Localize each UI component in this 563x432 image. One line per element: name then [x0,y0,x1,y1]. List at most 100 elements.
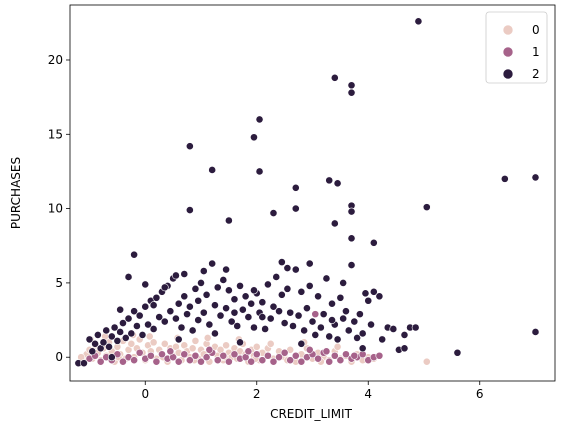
point-series-1-43 [325,357,334,366]
point-series-2-10 [107,332,116,341]
point-series-2-56 [236,281,244,290]
point-series-2-78 [297,287,306,296]
point-series-2-5 [93,331,102,339]
point-series-2-111 [411,323,420,332]
point-series-0-91 [145,332,154,341]
point-series-1-44 [330,351,339,360]
point-series-2-40 [191,284,200,293]
point-series-2-114 [141,280,150,289]
point-series-2-68 [269,302,278,311]
point-series-2-157 [149,301,158,310]
point-series-2-11 [110,323,119,332]
point-series-0-51 [222,341,230,350]
point-series-2-64 [258,298,267,307]
point-series-1-45 [336,356,345,365]
y-tick-label-0: 0 [55,350,63,364]
point-series-2-139 [347,81,356,90]
y-axis-label: PURCHASES [9,157,23,229]
point-series-2-74 [286,308,295,317]
point-series-2-124 [339,279,348,287]
point-series-2-158 [211,329,219,338]
point-series-0-95 [203,333,212,342]
point-series-2-127 [208,166,217,174]
point-series-2-71 [277,258,286,267]
x-axis: 0 2 4 6 [141,381,484,401]
point-series-2-70 [275,307,283,316]
point-series-1-6 [119,357,127,366]
point-series-2-161 [367,320,375,329]
point-series-0-40 [191,336,200,345]
point-series-2-41 [194,316,203,324]
point-series-2-112 [400,344,409,353]
point-series-2-20 [135,311,144,320]
point-series-2-37 [183,310,191,319]
point-series-2-1 [80,359,88,368]
point-series-1-17 [180,350,189,359]
point-series-2-58 [241,292,250,301]
point-series-2-101 [361,289,370,298]
legend-frame [485,11,548,84]
legend: 0 1 2 [485,11,548,84]
point-series-2-88 [325,332,334,341]
point-series-2-49 [216,311,225,320]
point-series-2-35 [177,323,186,332]
point-series-2-159 [258,313,267,321]
point-series-2-113 [172,271,180,280]
point-series-1-59 [166,347,175,356]
legend-marker-2 [502,68,514,80]
point-series-2-17 [127,329,136,338]
point-series-2-148 [500,174,509,183]
point-series-2-122 [283,264,292,272]
point-series-2-104 [375,292,384,301]
point-series-2-128 [224,216,233,225]
x-tick-label-0: 0 [141,387,149,401]
point-series-2-132 [269,209,278,217]
point-series-1-16 [174,357,183,366]
point-series-1-18 [185,356,194,365]
point-series-2-145 [414,17,423,26]
point-series-2-55 [233,322,242,330]
point-series-2-154 [297,339,306,348]
point-series-2-118 [180,270,189,278]
point-series-2-134 [291,204,300,213]
point-series-2-93 [339,314,348,323]
point-series-2-54 [230,295,239,304]
point-series-2-130 [255,115,264,124]
point-series-1-58 [205,345,214,354]
point-series-2-133 [291,183,300,192]
point-series-1-19 [191,351,200,360]
point-series-2-27 [155,313,164,321]
point-series-1-54 [350,351,359,360]
point-series-2-163 [194,296,203,305]
point-series-2-59 [244,313,253,321]
legend-label-2: 2 [532,67,540,81]
point-series-2-151 [107,353,116,362]
point-series-2-67 [266,314,275,323]
point-series-2-42 [197,279,205,287]
point-series-2-107 [389,325,398,333]
point-series-2-117 [160,283,169,292]
point-series-2-82 [308,317,317,326]
point-series-0-29 [160,339,169,348]
point-series-2-140 [347,88,356,97]
y-axis: 0 5 10 15 20 [48,53,70,364]
point-series-2-147 [453,348,462,357]
point-series-2-47 [211,301,219,310]
x-tick-label-1: 2 [253,387,261,401]
point-series-2-8 [102,326,111,335]
point-series-2-149 [531,173,540,182]
point-series-2-60 [247,299,256,308]
point-series-2-36 [180,292,189,301]
point-series-2-53 [227,317,236,326]
point-series-2-19 [132,322,141,330]
point-series-2-4 [91,339,99,348]
point-series-2-7 [99,338,108,347]
point-series-2-48 [213,283,222,292]
point-series-2-94 [342,307,350,316]
point-series-2-38 [185,302,194,311]
point-series-1-52 [375,351,384,360]
points-layer [74,17,540,368]
point-series-1-46 [342,350,350,359]
point-series-2-102 [364,296,373,305]
